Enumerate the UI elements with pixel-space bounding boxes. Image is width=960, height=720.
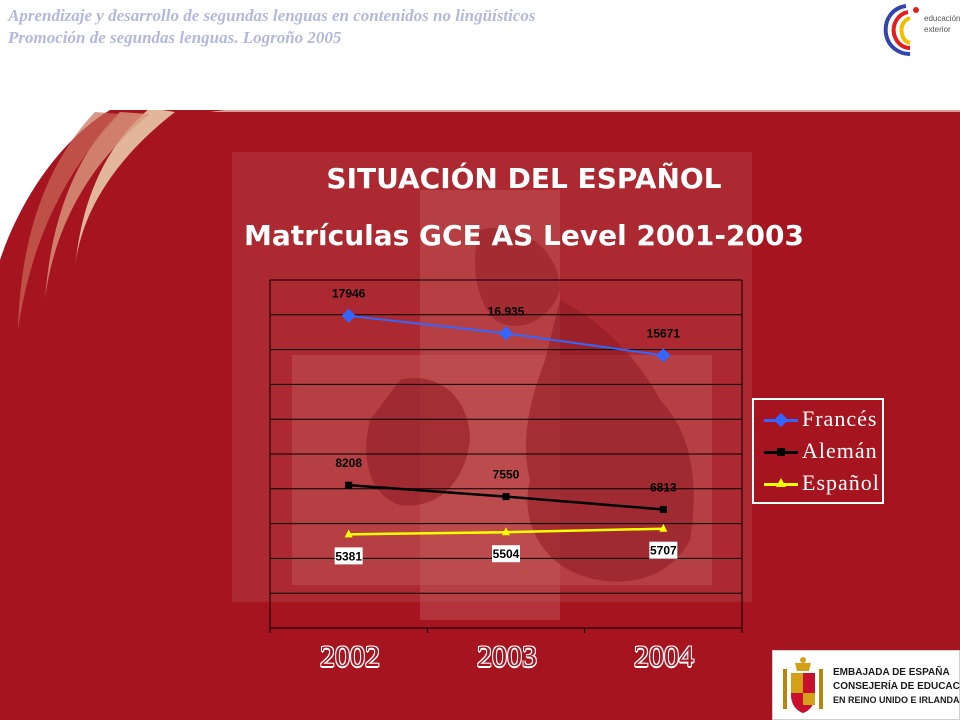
triangle-marker-icon: [776, 478, 786, 487]
data-point: [341, 308, 356, 323]
data-label: 7550: [493, 468, 520, 482]
data-label: 5504: [493, 547, 520, 561]
legend-label-frances: Francés: [802, 406, 878, 431]
data-label: 16.935: [488, 304, 525, 318]
legend-label-espanol: Español: [802, 470, 880, 495]
data-point: [502, 527, 510, 536]
data-point: [502, 493, 510, 501]
spain-coat-of-arms-icon: [783, 657, 823, 713]
embajada-logo: EMBAJADA DE ESPAÑA CONSEJERÍA DE EDUCACI…: [772, 650, 960, 720]
slide-title: SITUACIÓN DEL ESPAÑOL: [326, 162, 722, 195]
data-label-box: [492, 545, 520, 563]
diamond-marker-icon: [773, 412, 789, 428]
x-tick-label: 2003: [477, 640, 537, 673]
chart-legend: Francés Alemán Español: [752, 398, 884, 504]
embassy-line-2: CONSEJERÍA DE EDUCACIÓN: [833, 681, 960, 692]
header-line-2: Promoción de segundas lenguas. Logroño 2…: [8, 28, 342, 47]
slide-subtitle: Matrículas GCE AS Level 2001-2003: [244, 219, 804, 252]
x-tick-label: 2002: [320, 640, 380, 673]
legend-entry-aleman: Alemán: [754, 438, 886, 466]
data-point: [344, 529, 353, 538]
data-label: 8208: [335, 456, 362, 470]
x-tick-label: 2004: [634, 640, 694, 673]
embassy-line-3: EN REINO UNIDO E IRLANDA: [833, 695, 960, 705]
data-point: [345, 481, 353, 489]
header-line-1: Aprendizaje y desarrollo de segundas len…: [8, 6, 536, 25]
data-point: [656, 348, 671, 363]
data-label-box: [649, 541, 678, 559]
data-label: 5381: [335, 549, 362, 563]
logo-text-1: educación: [924, 14, 960, 23]
data-point: [659, 523, 668, 532]
logo-text-2: exterior: [924, 25, 951, 34]
data-label: 5707: [650, 544, 677, 558]
square-marker-icon: [777, 448, 785, 456]
educacion-exterior-logo-icon: [883, 4, 919, 56]
data-point: [498, 326, 514, 341]
embassy-line-1: EMBAJADA DE ESPAÑA: [833, 667, 950, 678]
data-point: [659, 505, 667, 513]
data-label: 15671: [647, 326, 681, 340]
legend-label-aleman: Alemán: [802, 438, 878, 463]
legend-entry-espanol: Español: [754, 470, 886, 498]
data-label: 6813: [650, 480, 677, 494]
header-band: [0, 0, 960, 110]
data-label: 17946: [332, 287, 366, 301]
legend-entry-frances: Francés: [754, 406, 886, 434]
data-label-box: [334, 547, 363, 565]
